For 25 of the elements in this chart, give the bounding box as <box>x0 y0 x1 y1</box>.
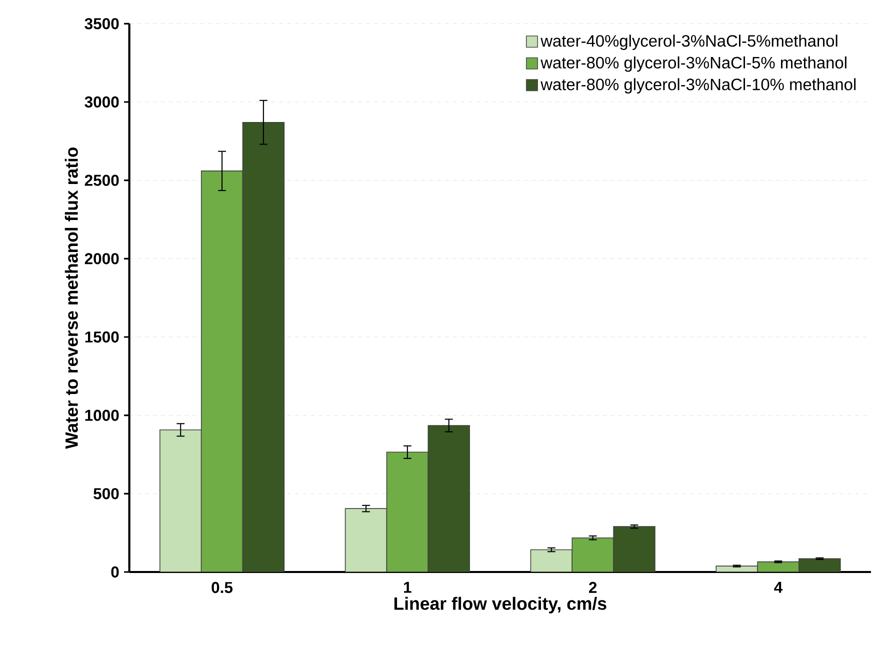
x-tick-label: 0.5 <box>212 582 233 594</box>
bar <box>530 549 573 572</box>
y-tick-label: 3500 <box>84 18 119 30</box>
x-tick-label: 2 <box>589 582 597 593</box>
y-tick-label: 0 <box>111 566 119 578</box>
bar <box>242 122 285 572</box>
legend-label: water-40%glycerol-3%NaCl-5%methanol <box>540 34 838 50</box>
y-tick-label: 2500 <box>84 174 119 186</box>
bar <box>716 566 758 572</box>
bar <box>344 508 388 572</box>
bar <box>798 558 841 572</box>
y-tick-label: 1000 <box>85 410 119 421</box>
bar <box>613 526 656 572</box>
bar <box>159 430 202 572</box>
y-tick-label: 3000 <box>84 96 119 108</box>
y-tick-label: 1500 <box>85 331 119 343</box>
legend-label: water-80% glycerol-3%NaCl-10% methanol <box>540 78 856 94</box>
x-axis-title: Linear flow velocity, cm/s <box>394 596 606 614</box>
x-tick-label: 4 <box>774 582 783 593</box>
legend-label: water-80% glycerol-3%NaCl-5% methanol <box>540 56 846 72</box>
y-tick-label: 2000 <box>84 253 119 264</box>
y-axis-title: Water to reverse methanol flux ratio <box>64 147 78 449</box>
bar <box>428 425 470 572</box>
x-tick-label: 1 <box>404 582 412 593</box>
y-tick-label: 500 <box>94 488 119 500</box>
